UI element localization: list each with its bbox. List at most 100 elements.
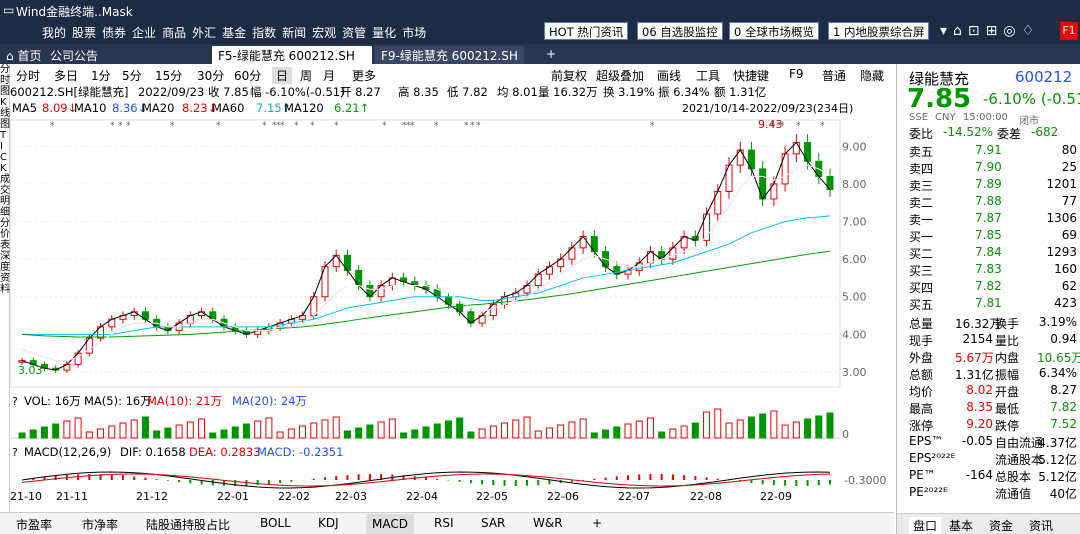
quote-tab-0[interactable]: 盘口	[909, 517, 942, 534]
hot-news-button[interactable]: HOT 热门资讯	[544, 22, 629, 40]
currency: CNY	[935, 112, 956, 123]
tool-4[interactable]: 快捷键	[733, 69, 770, 83]
tab-announcements[interactable]: 公司公告	[50, 49, 99, 63]
event-star: *	[464, 121, 469, 131]
left-strip-char: 细	[0, 207, 10, 218]
menu-item[interactable]: 指数	[252, 26, 277, 40]
ma-legend: 8.23↓	[182, 101, 217, 115]
quote-tab-1[interactable]: 基本	[949, 519, 974, 533]
tab-f9-profile[interactable]: F9-绿能慧充 600212.SH	[375, 46, 524, 64]
bid-row: 买一 7.85 69	[897, 228, 1080, 245]
stat-label2: 自由流通	[995, 436, 1044, 450]
period-7[interactable]: 日	[272, 67, 293, 84]
menu-item[interactable]: 资管	[342, 26, 367, 40]
ma-legend: 6.21↑	[334, 101, 369, 115]
stat-value: 9.20	[966, 417, 993, 431]
menu-item[interactable]: 量化	[372, 26, 397, 40]
watchlist-monitor-button[interactable]: 06 自选股监控	[637, 22, 723, 40]
indicator-tab-4[interactable]: KDJ	[318, 516, 339, 530]
period-3[interactable]: 5分	[122, 69, 142, 83]
indicator-tab-2[interactable]: 陆股通持股占比	[146, 518, 231, 532]
menu-item[interactable]: 债券	[102, 26, 127, 40]
month-label: 21-11	[56, 490, 88, 503]
menu-item[interactable]: 股票	[72, 26, 97, 40]
macd-dea: DEA: 0.2833	[189, 445, 261, 459]
add-tab-button[interactable]: +	[546, 47, 557, 61]
tool-6[interactable]: 普通	[822, 69, 847, 83]
app-title: Wind金融终端..Mask	[16, 5, 133, 19]
event-star: *	[470, 121, 475, 131]
volume-bar	[209, 432, 217, 439]
app-logo-icon: ▭	[3, 3, 15, 17]
period-2[interactable]: 1分	[91, 69, 111, 83]
indicator-tab-6[interactable]: RSI	[434, 516, 454, 530]
period-4[interactable]: 15分	[155, 69, 183, 83]
menu-item[interactable]: 市场	[402, 26, 427, 40]
price-tick: 6.00	[842, 253, 867, 266]
volume-bar	[736, 419, 744, 439]
stat-row: PE™ -164 总股本 5.12亿	[897, 468, 1080, 485]
period-6[interactable]: 60分	[234, 69, 262, 83]
indicator-tab-3[interactable]: BOLL	[260, 516, 291, 530]
menu-item[interactable]: 企业	[132, 26, 157, 40]
indicator-tab-9[interactable]: +	[592, 516, 603, 530]
menu-item[interactable]: 外汇	[192, 26, 217, 40]
menu-item[interactable]: 新闻	[282, 26, 307, 40]
left-strip-char: K	[0, 97, 7, 108]
weicha-value: -682	[1031, 125, 1059, 139]
kline-chart-area[interactable]: 600212.SH[绿能慧充] 2022/09/23 收 7.85 幅 -6.10%(…	[9, 82, 894, 516]
volume-bar	[400, 432, 408, 439]
kline-chart[interactable]: 600212.SH[绿能慧充] 2022/09/23 收 7.85 幅 -6.10%(…	[9, 82, 894, 512]
indicator-tab-7[interactable]: SAR	[481, 516, 506, 530]
bid-volume: 160	[1054, 262, 1077, 276]
tool-0[interactable]: 前复权	[551, 69, 588, 83]
volume-bar	[781, 424, 789, 439]
tab-f5-chart[interactable]: F5-绿能慧充 600212.SH	[212, 46, 372, 64]
period-9[interactable]: 月	[323, 69, 336, 83]
volume-bar	[321, 419, 329, 439]
tool-2[interactable]: 画线	[657, 69, 682, 83]
period-0[interactable]: 分时	[16, 69, 41, 83]
info-low: 低 7.82	[447, 85, 488, 99]
ma-legend: 7.15↑	[256, 101, 291, 115]
left-strip-char: 图	[0, 86, 10, 97]
tab-home[interactable]: ⌂ 首页	[6, 49, 42, 63]
info-date: 2022/09/23	[138, 85, 204, 99]
tool-7[interactable]: 隐藏	[860, 69, 885, 83]
period-8[interactable]: 周	[300, 69, 313, 83]
left-strip-char: 度	[0, 262, 10, 273]
stat-row: 涨停 9.20 跌停 7.52	[897, 417, 1080, 434]
tool-1[interactable]: 超级叠加	[596, 69, 645, 83]
indicator-tab-0[interactable]: 市盈率	[16, 518, 53, 532]
quote-tab-3[interactable]: 资讯	[1029, 519, 1054, 533]
menu-item[interactable]: 我的	[42, 26, 67, 40]
volume-bar	[725, 422, 733, 439]
event-star: *	[126, 121, 131, 131]
menu-item[interactable]: 基金	[222, 26, 247, 40]
menu-item[interactable]: 商品	[162, 26, 187, 40]
help-f1-button[interactable]: F1	[1060, 22, 1078, 40]
tool-5[interactable]: F9	[789, 67, 804, 81]
info-code: 600212.SH[绿能慧充]	[10, 85, 128, 99]
china-stocks-button[interactable]: 1 内地股票综合屏	[828, 22, 930, 40]
stat-row: EPS²⁰²²ᴱ 流通股本 5.12亿	[897, 451, 1080, 468]
global-market-button[interactable]: 0 全球市场概览	[729, 22, 819, 40]
window-icons[interactable]: ▾⌂⊡⊞◎♢	[940, 23, 1041, 39]
quote-tab-2[interactable]: 资金	[989, 519, 1014, 533]
volume-bar	[141, 416, 149, 439]
tool-3[interactable]: 工具	[696, 69, 721, 83]
quote-panel: 绿能慧充 600212 7.85 -6.10% (-0.51) SSE CNY 15:00:…	[896, 64, 1080, 534]
ask-price: 7.87	[975, 211, 1002, 225]
indicator-tab-5[interactable]: MACD	[366, 514, 414, 534]
indicator-tab-8[interactable]: W&R	[533, 516, 563, 530]
stat-row: EPS™ -0.05 自由流通 4.37亿	[897, 434, 1080, 451]
period-1[interactable]: 多日	[54, 69, 79, 83]
ask-label: 卖五	[909, 145, 934, 159]
period-5[interactable]: 30分	[197, 69, 225, 83]
period-10[interactable]: 更多	[352, 69, 377, 83]
info-avg: 均 8.01	[497, 85, 538, 99]
menu-item[interactable]: 宏观	[312, 26, 337, 40]
indicator-tab-1[interactable]: 市净率	[82, 518, 119, 532]
bid-price: 7.83	[975, 262, 1002, 276]
